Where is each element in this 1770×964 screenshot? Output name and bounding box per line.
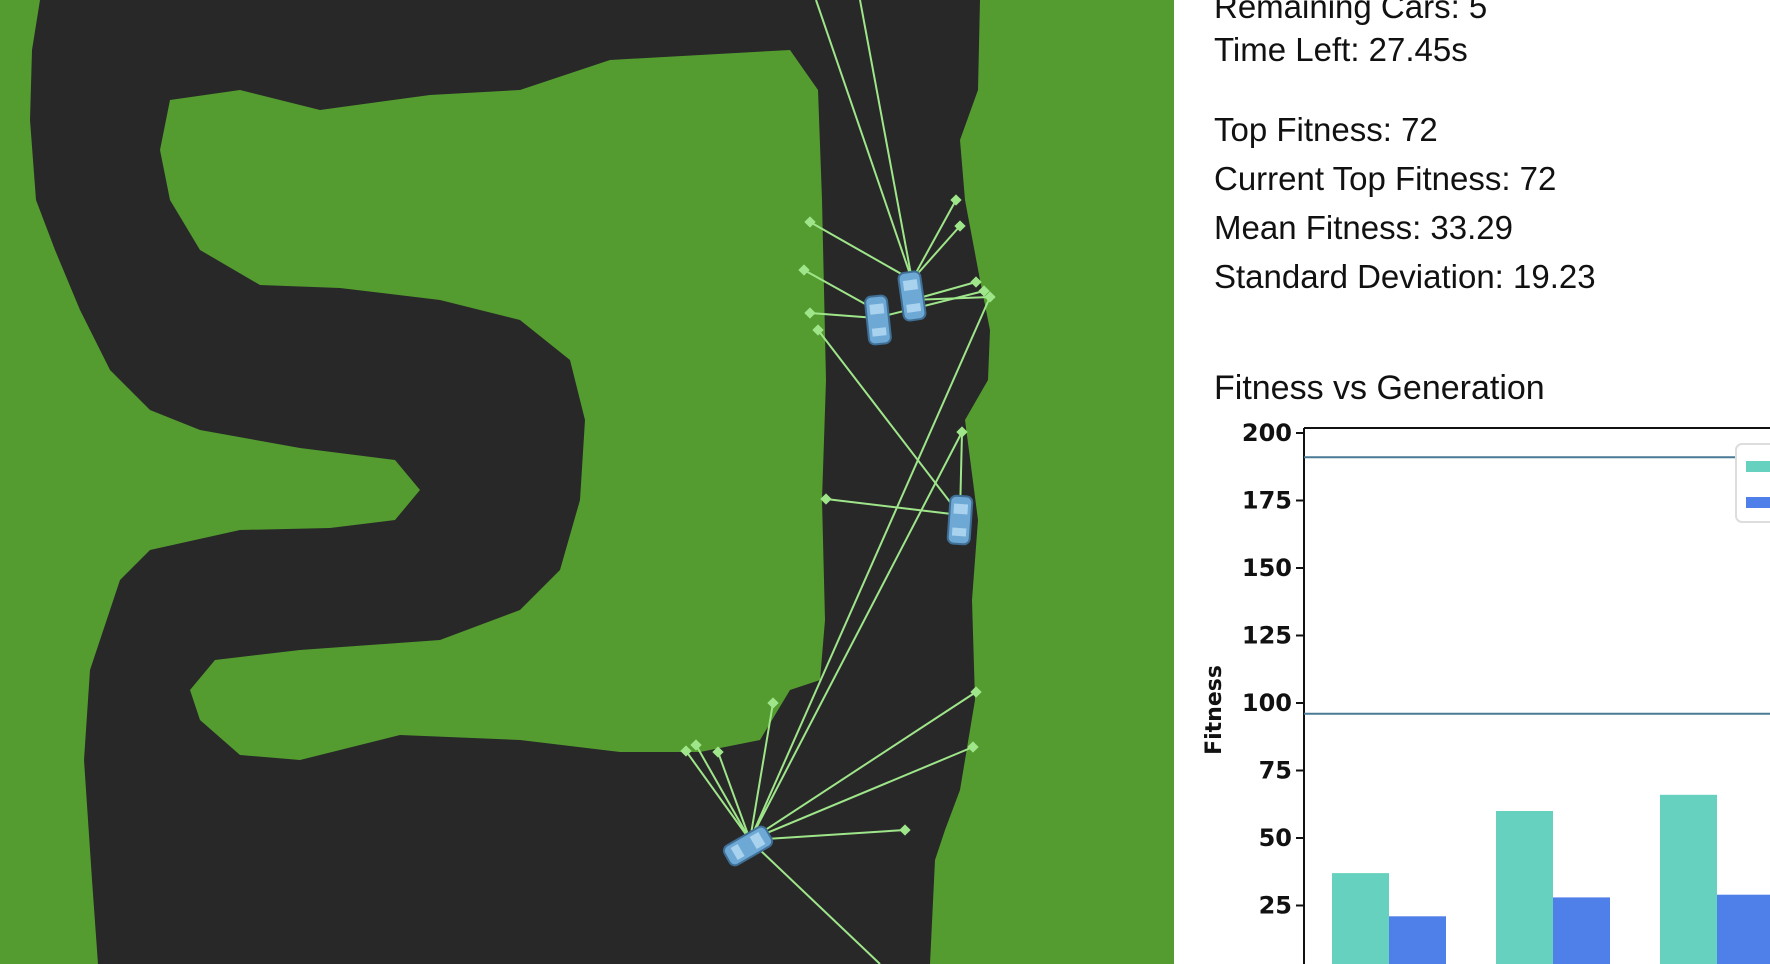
sensor-rays — [685, 0, 991, 964]
sensor-ray — [859, 0, 913, 281]
sensor-ray — [759, 849, 881, 964]
remaining-cars-text: Remaining Cars: 5 — [1214, 0, 1488, 25]
sensor-endpoint — [954, 220, 966, 232]
sensor-endpoint — [899, 824, 911, 836]
sensor-endpoint — [690, 739, 702, 751]
car — [946, 494, 974, 546]
sensor-endpoint — [812, 324, 824, 336]
legend-swatch — [1746, 497, 1770, 508]
mean-fitness-text: Mean Fitness: 33.29 — [1214, 209, 1513, 246]
sensor-endpoint — [984, 291, 996, 303]
sensor-endpoint — [967, 741, 979, 753]
bar — [1496, 811, 1553, 964]
y-tick-label: 200 — [1242, 419, 1292, 447]
y-tick-label: 100 — [1242, 689, 1292, 717]
sensor-ray — [749, 431, 963, 841]
bar — [1332, 873, 1389, 964]
legend-box — [1735, 443, 1770, 523]
sensor-ray — [825, 498, 961, 516]
sensor-endpoint — [820, 493, 832, 505]
bar — [1660, 794, 1717, 964]
sensor-endpoint — [956, 426, 968, 438]
standard-deviation-text: Standard Deviation: 19.23 — [1214, 258, 1596, 295]
sensor-endpoints — [680, 194, 996, 836]
infield-grass-upper — [160, 50, 826, 760]
sensor-endpoint — [767, 697, 779, 709]
sensor-ray — [749, 691, 977, 841]
sensor-ray — [749, 829, 906, 841]
legend-swatch — [1746, 461, 1770, 472]
bar — [1717, 894, 1770, 964]
sensor-ray — [695, 744, 751, 841]
sensor-endpoint — [978, 285, 990, 297]
car — [864, 294, 892, 346]
y-tick-label: 75 — [1259, 757, 1292, 785]
sensor-ray — [749, 746, 974, 841]
race-track-view — [0, 0, 1174, 964]
current-top-fitness-text: Current Top Fitness: 72 — [1214, 160, 1557, 197]
sensor-endpoint — [950, 194, 962, 206]
car — [722, 825, 774, 867]
time-left-text: Time Left: 27.45s — [1214, 31, 1468, 68]
sensor-ray — [911, 225, 961, 281]
car — [897, 270, 927, 322]
sensor-endpoint — [680, 745, 692, 757]
y-tick-label: 125 — [1242, 622, 1292, 650]
fitness-vs-generation-chart: 25 50 75 100 125 150 175 200 Fitness — [1202, 419, 1770, 964]
sensor-ray — [685, 750, 751, 841]
sensor-ray — [911, 199, 957, 281]
sensor-ray — [875, 290, 985, 319]
sensor-ray — [749, 702, 774, 841]
sensor-endpoint — [970, 276, 982, 288]
bar — [1389, 916, 1446, 964]
sensor-ray — [717, 751, 751, 841]
chart-title: Fitness vs Generation — [1214, 369, 1545, 407]
sensor-endpoint — [970, 686, 982, 698]
sensor-endpoint — [804, 307, 816, 319]
y-tick-label: 175 — [1242, 487, 1292, 515]
bar — [1553, 897, 1610, 964]
sensor-ray — [815, 0, 913, 281]
sensor-ray — [803, 269, 877, 311]
sensor-ray — [809, 312, 877, 319]
top-fitness-text: Top Fitness: 72 — [1214, 111, 1438, 148]
sensor-endpoint — [798, 264, 810, 276]
stats-panel: Remaining Cars: 5 Time Left: 27.45s Top … — [1174, 0, 1770, 964]
sensor-ray — [749, 296, 991, 841]
y-axis-label: Fitness — [1202, 665, 1227, 755]
y-tick-label: 150 — [1242, 554, 1292, 582]
y-tick-label: 25 — [1259, 892, 1292, 920]
sensor-ray — [817, 329, 961, 516]
track-canvas — [30, 0, 996, 964]
sensor-endpoint — [804, 216, 816, 228]
y-tick-label: 50 — [1259, 824, 1292, 852]
sensor-endpoint — [712, 746, 724, 758]
sensor-ray — [809, 221, 913, 281]
